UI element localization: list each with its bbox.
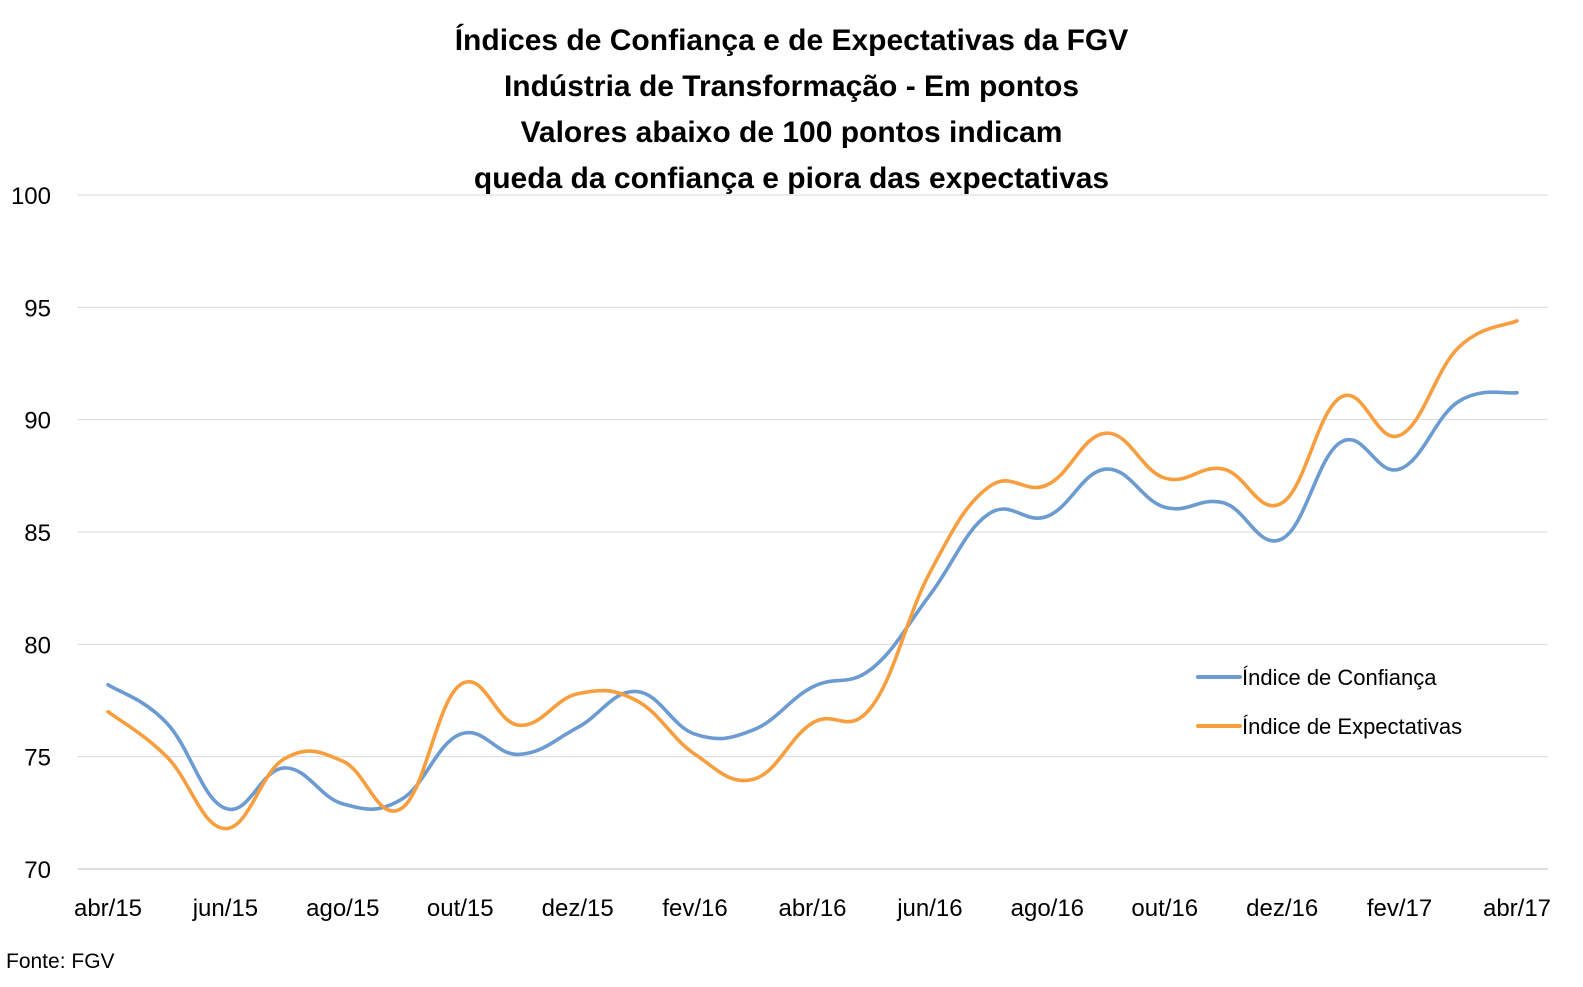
x-tick-label: out/16 (1131, 895, 1198, 922)
y-tick-label: 90 (24, 408, 51, 435)
y-tick-label: 75 (24, 745, 51, 772)
source-note: Fonte: FGV (6, 950, 115, 973)
title-line-1: Índices de Confiança e de Expectativas d… (454, 24, 1129, 57)
y-tick-label: 95 (24, 295, 51, 322)
x-tick-label: dez/16 (1246, 895, 1318, 922)
series-lines (106, 319, 1519, 831)
title-line-3: Valores abaixo de 100 pontos indicam (520, 116, 1063, 149)
x-tick-label: ago/15 (306, 895, 379, 922)
chart-title: Índices de Confiança e de Expectativas d… (0, 18, 1583, 202)
x-tick-label: jun/15 (192, 895, 258, 922)
y-axis-ticks: 70 75 80 85 90 95 100 (11, 183, 51, 884)
x-tick-label: fev/17 (1367, 895, 1432, 922)
legend-label-expectativas: Índice de Expectativas (1242, 714, 1462, 739)
series-line-expectativas (106, 319, 1519, 831)
x-tick-label: out/15 (427, 895, 494, 922)
x-tick-label: jun/16 (896, 895, 962, 922)
x-tick-label: abr/17 (1483, 895, 1551, 922)
legend: Índice de Confiança Índice de Expectativ… (1196, 665, 1462, 739)
y-tick-label: 85 (24, 520, 51, 547)
x-tick-label: fev/16 (662, 895, 727, 922)
legend-label-confianca: Índice de Confiança (1242, 665, 1437, 690)
x-tick-label: abr/15 (74, 895, 142, 922)
x-tick-label: dez/15 (542, 895, 614, 922)
gridlines (78, 194, 1548, 870)
series-line-confianca (106, 390, 1519, 812)
y-tick-label: 80 (24, 632, 51, 659)
x-tick-label: abr/16 (778, 895, 846, 922)
y-tick-label: 70 (24, 857, 51, 884)
title-line-4: queda da confiança e piora das expectati… (473, 162, 1110, 195)
title-line-2: Indústria de Transformação - Em pontos (503, 70, 1080, 103)
x-tick-label: ago/16 (1011, 895, 1084, 922)
y-tick-label: 100 (11, 183, 51, 210)
x-axis-ticks: abr/15 jun/15 ago/15 out/15 dez/15 fev/16 abr/… (74, 895, 1551, 922)
